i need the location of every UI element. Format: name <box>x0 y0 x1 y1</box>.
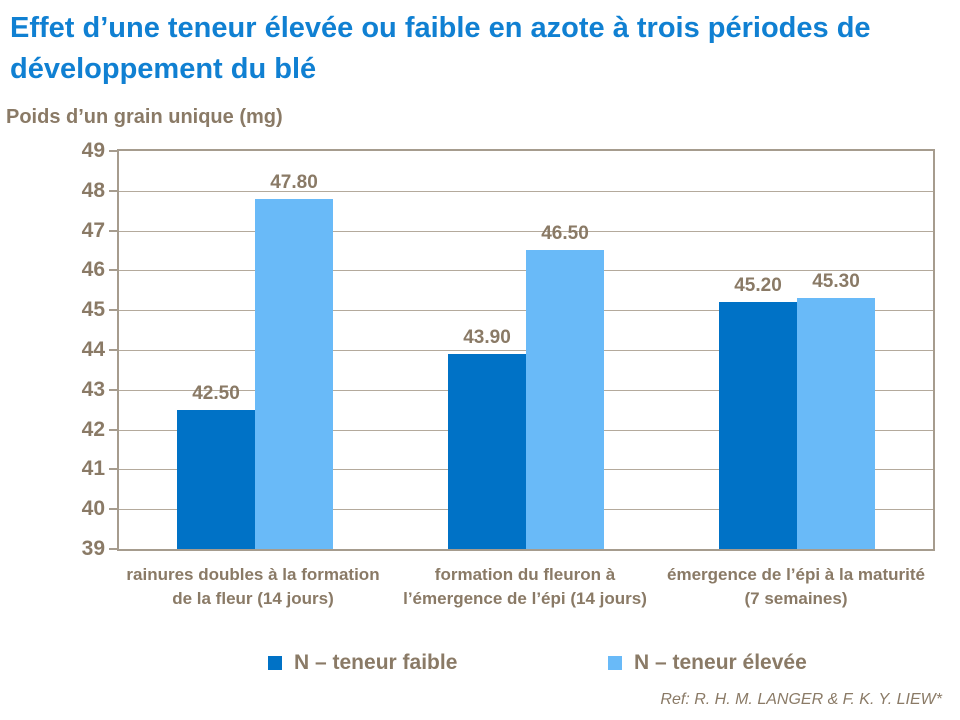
y-tick-label: 49 <box>81 139 105 162</box>
chart-legend: N – teneur faible N – teneur élevée <box>0 649 960 677</box>
y-tick-mark <box>109 349 117 351</box>
y-tick-mark <box>109 508 117 510</box>
slide-title: Effet d’une teneur élevée ou faible en a… <box>10 12 871 86</box>
gridline <box>119 191 933 192</box>
bar-low-n-group2 <box>448 354 526 549</box>
y-tick-label: 40 <box>81 497 105 520</box>
bar-high-n-group2 <box>526 250 604 549</box>
legend-swatch-low-n-icon <box>268 656 282 670</box>
bar-value-label: 46.50 <box>541 223 589 244</box>
y-tick-mark <box>109 230 117 232</box>
bar-value-label: 43.90 <box>463 327 511 348</box>
y-tick-label: 39 <box>81 537 105 560</box>
bar-value-label: 47.80 <box>270 172 318 193</box>
gridline <box>119 231 933 232</box>
y-axis-title: Poids d’un grain unique (mg) <box>6 106 283 128</box>
bar-value-label: 42.50 <box>192 383 240 404</box>
y-tick-mark <box>109 269 117 271</box>
legend-label-high-n: N – teneur élevée <box>634 651 807 674</box>
y-tick-mark <box>109 150 117 152</box>
y-tick-label: 43 <box>81 378 105 401</box>
y-tick-label: 47 <box>81 219 105 242</box>
legend-item-high-n: N – teneur élevée <box>608 649 807 677</box>
legend-swatch-high-n-icon <box>608 656 622 670</box>
y-tick-mark <box>109 389 117 391</box>
bar-high-n-group3 <box>797 298 875 549</box>
category-label-3: émergence de l’épi à la maturité (7 sema… <box>667 565 925 608</box>
y-tick-mark <box>109 190 117 192</box>
y-tick-label: 44 <box>81 338 105 361</box>
category-label-2: formation du fleuron à l’émergence de l’… <box>403 565 647 608</box>
plot-area: 39 40 41 42 43 44 45 46 47 48 49 42.50 43.90 45.20 47.… <box>82 139 935 560</box>
y-tick-label: 45 <box>81 298 105 321</box>
y-tick-mark <box>109 309 117 311</box>
bar-low-n-group3 <box>719 302 797 549</box>
y-tick-mark <box>109 429 117 431</box>
y-tick-mark <box>109 548 117 550</box>
y-tick-label: 48 <box>81 179 105 202</box>
legend-label-low-n: N – teneur faible <box>294 651 458 674</box>
bar-value-label: 45.30 <box>812 271 860 292</box>
bar-value-label: 45.20 <box>734 275 782 296</box>
y-tick-mark <box>109 468 117 470</box>
bar-high-n-group1 <box>255 199 333 549</box>
bar-low-n-group1 <box>177 410 255 549</box>
y-tick-label: 42 <box>81 418 105 441</box>
legend-item-low-n: N – teneur faible <box>268 649 457 677</box>
y-tick-label: 41 <box>81 457 105 480</box>
category-label-1: rainures doubles à la formation de la fl… <box>126 565 380 608</box>
reference-citation: Ref: R. H. M. LANGER & F. K. Y. LIEW* <box>660 691 942 708</box>
y-tick-label: 46 <box>81 258 105 281</box>
